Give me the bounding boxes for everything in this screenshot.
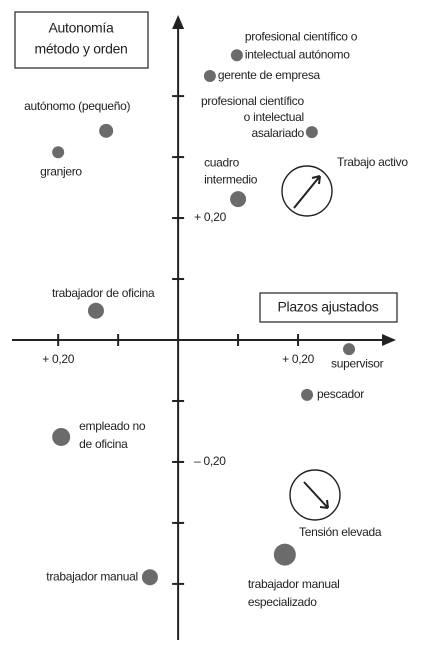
y-axis-arrow xyxy=(172,15,185,29)
point-label: o intelectual xyxy=(244,110,304,124)
x-tick-label: + 0,20 xyxy=(282,352,315,366)
point-label: cuadro xyxy=(204,155,240,169)
x-axis-label: Plazos ajustados xyxy=(277,299,378,315)
icon-circle xyxy=(289,469,341,521)
y-axis-label: método y orden xyxy=(34,41,127,57)
point xyxy=(301,388,314,401)
y-tick-label: + 0,20 xyxy=(194,210,227,224)
point xyxy=(99,123,114,138)
y-axis-label: Autonomía xyxy=(48,20,114,36)
point-label: de oficina xyxy=(79,437,128,451)
annotation: Trabajo activo xyxy=(337,155,408,169)
point-label: profesional científico o xyxy=(245,29,358,43)
point xyxy=(203,69,216,82)
point-label: supervisor xyxy=(331,356,384,370)
y-label-box xyxy=(14,11,149,69)
point-label: trabajador de oficina xyxy=(52,286,155,300)
point-label: empleado no xyxy=(79,419,146,433)
point xyxy=(305,126,318,139)
point-label: autónomo (pequeño) xyxy=(24,99,130,113)
point xyxy=(52,146,65,159)
point-label: granjero xyxy=(40,164,82,178)
point-label: asalariado xyxy=(251,126,304,140)
icon-arrow xyxy=(293,175,321,209)
point xyxy=(230,49,243,62)
point xyxy=(273,543,296,566)
y-tick-label: – 0,20 xyxy=(194,454,226,468)
point-label: trabajador manual xyxy=(248,577,340,591)
annotation: Tensión elevada xyxy=(299,525,382,539)
x-label-box xyxy=(259,292,398,323)
point-label: intermedio xyxy=(204,172,258,186)
x-tick-label: + 0,20 xyxy=(42,352,75,366)
point-label: intelectual autónomo xyxy=(245,47,350,61)
point xyxy=(87,302,104,319)
point xyxy=(343,343,356,356)
icon-arrow xyxy=(303,481,329,509)
icon-circle xyxy=(281,165,333,217)
point-label: gerente de empresa xyxy=(218,68,321,82)
point-label: pescador xyxy=(317,387,364,401)
point xyxy=(141,569,158,586)
x-axis-arrow xyxy=(382,334,396,346)
point-label: especializado xyxy=(248,595,317,609)
point-label: profesional científico xyxy=(201,94,304,108)
point-label: trabajador manual xyxy=(46,569,138,583)
point xyxy=(52,427,71,446)
point xyxy=(230,191,247,208)
